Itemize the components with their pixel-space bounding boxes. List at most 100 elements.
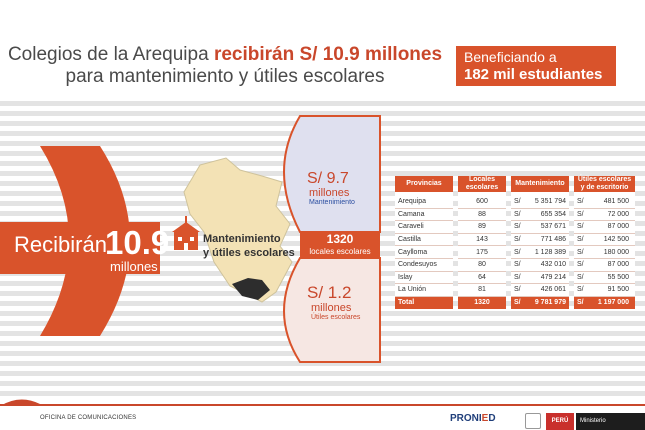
coat-of-arms-icon <box>525 413 541 429</box>
header-locales: Locales escolares <box>458 176 506 196</box>
cell-maintenance: S/1 128 389 <box>511 246 569 259</box>
supplies-caption: Útiles escolares <box>311 314 361 321</box>
cell-currency: S/ <box>514 236 521 244</box>
pronied-logo-end: D <box>488 413 496 424</box>
maintenance-caption: Mantenimiento <box>309 199 355 206</box>
cell-value: 55 500 <box>607 273 629 281</box>
cell-value: 142 500 <box>603 236 629 244</box>
footer-curve <box>0 399 40 406</box>
footer-divider <box>0 404 645 406</box>
cell-maintenance: S/432 010 <box>511 258 569 272</box>
peru-label: PERÚ <box>546 413 574 430</box>
cell-province: Caylloma <box>395 246 453 259</box>
ministry-label: Ministerio <box>576 413 645 430</box>
peru-map-icon <box>183 157 293 303</box>
table-row: Caraveli 89 S/537 671 S/87 000 <box>395 221 635 234</box>
beneficiary-line2: 182 mil estudiantes <box>464 66 603 83</box>
pronied-logo: PRONIED <box>450 413 496 424</box>
table-total-row: Total 1320 S/9 781 979 S/1 197 000 <box>395 296 635 309</box>
cell-currency: S/ <box>577 248 584 256</box>
cell-currency: S/ <box>514 248 521 256</box>
cell-value: 180 000 <box>603 248 629 256</box>
table-row: Camana 88 S/655 354 S/72 000 <box>395 208 635 222</box>
locales-box: 1320 locales escolares <box>300 231 380 259</box>
center-label-line1: Mantenimiento <box>203 233 281 245</box>
cell-locales: 175 <box>458 246 506 259</box>
cell-currency: S/ <box>577 273 584 281</box>
cell-maintenance: S/537 671 <box>511 221 569 234</box>
cell-value: 432 010 <box>540 261 566 269</box>
locales-count: 1320 <box>326 232 354 246</box>
table-row: Castilla 143 S/771 486 S/142 500 <box>395 233 635 247</box>
cell-province: La Unión <box>395 284 453 297</box>
table-row: Islay 64 S/479 214 S/55 500 <box>395 271 635 285</box>
header-provinces: Provincias <box>395 176 453 196</box>
title-highlight: recibirán S/ 10.9 millones <box>213 44 443 65</box>
cell-supplies: S/87 000 <box>574 258 635 272</box>
cell-value: 481 500 <box>603 198 629 206</box>
cell-value: 87 000 <box>607 223 629 231</box>
cell-province: Total <box>395 296 453 309</box>
page-title: Colegios de la Arequipa recibirán S/ 10.… <box>0 44 450 88</box>
cell-maintenance: S/655 354 <box>511 208 569 222</box>
cell-supplies: S/481 500 <box>574 196 635 209</box>
total-unit: millones <box>110 259 158 274</box>
total-amount: 10.9 <box>105 224 170 261</box>
cell-value: 87 000 <box>607 261 629 269</box>
cell-province: Arequipa <box>395 196 453 209</box>
supplies-unit: millones <box>311 302 352 314</box>
beneficiary-box: Beneficiando a 182 mil estudiantes <box>456 46 616 86</box>
cell-supplies: S/91 500 <box>574 284 635 297</box>
cell-currency: S/ <box>577 236 584 244</box>
supplies-amount: S/ 1.2 <box>307 283 352 302</box>
cell-maintenance: S/9 781 979 <box>511 296 569 309</box>
cell-currency: S/ <box>514 273 521 281</box>
footer-office: OFICINA DE COMUNICACIONES <box>40 415 137 421</box>
cell-locales: 80 <box>458 258 506 272</box>
center-label: Mantenimiento y útiles escolares <box>203 232 295 260</box>
total-band <box>0 222 160 274</box>
cell-locales: 88 <box>458 208 506 222</box>
table-header-row: Provincias Locales escolares Mantenimien… <box>395 176 635 196</box>
cell-value: 9 781 979 <box>534 299 566 307</box>
table-row: Condesuyos 80 S/432 010 S/87 000 <box>395 258 635 272</box>
table-row: La Unión 81 S/426 061 S/91 500 <box>395 284 635 297</box>
cell-locales: 1320 <box>458 296 506 309</box>
cell-currency: S/ <box>514 210 521 218</box>
cell-locales: 89 <box>458 221 506 234</box>
cell-province: Castilla <box>395 233 453 247</box>
school-icon <box>172 216 200 250</box>
cell-supplies: S/1 197 000 <box>574 296 635 309</box>
cell-maintenance: S/426 061 <box>511 284 569 297</box>
cell-supplies: S/87 000 <box>574 221 635 234</box>
cell-locales: 143 <box>458 233 506 247</box>
locales-label: locales escolares <box>309 247 371 256</box>
title-line1-prefix: Colegios de la Arequipa <box>7 44 214 65</box>
cell-currency: S/ <box>577 286 584 294</box>
pronied-logo-accent: E <box>481 413 489 424</box>
cell-value: 655 354 <box>540 210 566 218</box>
cell-currency: S/ <box>514 299 521 307</box>
total-label: Recibirán <box>14 232 107 257</box>
center-label-line2: y útiles escolares <box>203 247 295 259</box>
cell-locales: 81 <box>458 284 506 297</box>
cell-value: 479 214 <box>540 273 566 281</box>
maintenance-amount: S/ 9.7 <box>307 170 349 187</box>
cell-province: Condesuyos <box>395 258 453 272</box>
cell-currency: S/ <box>577 223 584 231</box>
cell-value: 1 197 000 <box>597 299 629 307</box>
beneficiary-line1: Beneficiando a <box>464 49 557 65</box>
cell-currency: S/ <box>514 223 521 231</box>
cell-supplies: S/55 500 <box>574 271 635 285</box>
cell-value: 1 128 389 <box>534 248 566 256</box>
cell-locales: 64 <box>458 271 506 285</box>
cell-value: 426 061 <box>540 286 566 294</box>
arequipa-region <box>232 278 270 300</box>
cell-maintenance: S/5 351 794 <box>511 196 569 209</box>
provinces-table: Provincias Locales escolares Mantenimien… <box>390 176 640 309</box>
maintenance-segment: S/ 9.7 millones Mantenimiento <box>307 170 355 206</box>
cell-currency: S/ <box>514 261 521 269</box>
supplies-segment: S/ 1.2 millones Útiles escolares <box>307 283 361 322</box>
table-row: Caylloma 175 S/1 128 389 S/180 000 <box>395 246 635 259</box>
